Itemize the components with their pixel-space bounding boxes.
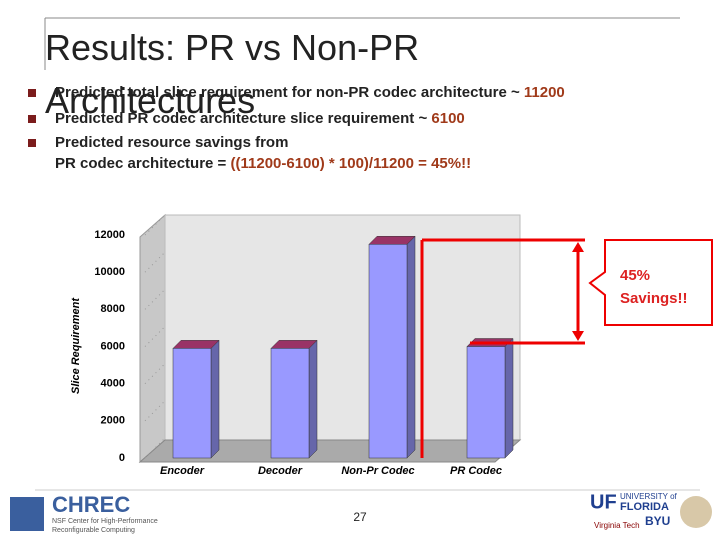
bar-top bbox=[172, 340, 220, 349]
bullet-text: Predicted total slice requirement for no… bbox=[55, 84, 565, 101]
bar bbox=[172, 348, 212, 459]
y-tick-label: 2000 bbox=[101, 415, 125, 427]
bullet-text: Predicted resource savings from bbox=[55, 134, 288, 151]
callout-text: Savings!! bbox=[620, 290, 688, 307]
y-axis-label: Slice Requirement bbox=[70, 297, 82, 394]
logo-text: UNIVERSITY of bbox=[620, 492, 678, 501]
bar-side bbox=[504, 337, 514, 459]
bullet-marker bbox=[28, 115, 36, 123]
arrow-head bbox=[572, 242, 584, 252]
bar bbox=[466, 346, 506, 459]
title: Results: PR vs Non-PR Architectures bbox=[45, 27, 419, 121]
logo-text: Virginia Tech bbox=[594, 521, 640, 530]
x-tick-label: PR Codec bbox=[450, 465, 502, 477]
bar-side bbox=[406, 235, 416, 459]
y-tick-label: 6000 bbox=[101, 340, 125, 352]
page-number: 27 bbox=[353, 510, 367, 524]
callout-text: 45% bbox=[620, 267, 650, 284]
logo-left: CHREC NSF Center for High-Performance Re… bbox=[10, 492, 158, 534]
bullet-highlight: 11200 bbox=[524, 84, 565, 101]
title-text: Results: PR vs Non-PR Architectures bbox=[45, 27, 419, 121]
logo-icon bbox=[10, 497, 44, 531]
bullet-highlight: 6100 bbox=[431, 110, 464, 127]
floor bbox=[138, 439, 522, 463]
bar-side bbox=[308, 339, 318, 459]
bar-top bbox=[270, 340, 318, 349]
chart: Slice Requirement 0 2000 4000 6000 8000 10000 1… bbox=[70, 214, 514, 477]
logo-sub: Reconfigurable Computing bbox=[52, 527, 135, 534]
y-tick-label: 10000 bbox=[94, 266, 125, 278]
y-tick-label: 4000 bbox=[101, 378, 125, 390]
logo-text: UF bbox=[590, 491, 617, 513]
title-line: Results: PR vs Non-PR bbox=[45, 27, 419, 68]
bullet-text: PR codec architecture = ((11200-6100) * … bbox=[55, 155, 471, 172]
bullet-text: Predicted PR codec architecture slice re… bbox=[55, 110, 465, 127]
bullet-marker bbox=[28, 139, 36, 147]
logo-text: CHREC bbox=[52, 492, 130, 517]
bullet-highlight: ((11200-6100) * 100)/11200 = 45%!! bbox=[231, 155, 472, 172]
y-tick-label: 0 bbox=[119, 452, 125, 464]
x-tick-label: Non-Pr Codec bbox=[341, 465, 414, 477]
logo-sub: NSF Center for High-Performance bbox=[52, 518, 158, 525]
callout-box bbox=[588, 239, 713, 326]
x-tick-label: Decoder bbox=[258, 465, 303, 477]
bar bbox=[368, 244, 408, 459]
logo-text: FLORIDA bbox=[620, 501, 669, 513]
arrow-head bbox=[572, 331, 584, 341]
bullet-marker bbox=[28, 89, 36, 97]
bullets: Predicted total slice requirement for no… bbox=[28, 84, 565, 172]
bar-side bbox=[210, 339, 220, 459]
logo-right: UF UNIVERSITY of FLORIDA BYU Virginia Te… bbox=[590, 491, 712, 530]
bar bbox=[270, 348, 310, 459]
portrait bbox=[680, 496, 712, 528]
bar-top bbox=[368, 236, 416, 245]
title-line: Architectures bbox=[45, 80, 255, 121]
y-tick-label: 8000 bbox=[101, 303, 125, 315]
x-tick-label: Encoder bbox=[160, 465, 205, 477]
logo-text: BYU bbox=[645, 514, 670, 528]
y-tick-label: 12000 bbox=[94, 229, 125, 241]
